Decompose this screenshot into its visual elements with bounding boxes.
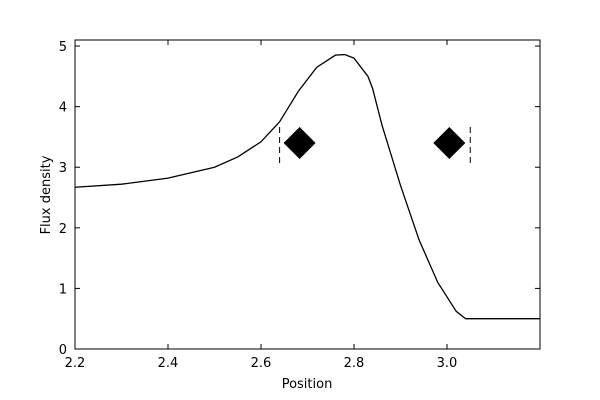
y-tick-label: 1 — [59, 282, 67, 297]
diamond-marker — [283, 127, 316, 159]
y-tick-label: 0 — [59, 343, 67, 358]
x-tick-label: 3.0 — [437, 356, 458, 371]
x-axis-label: Position — [282, 377, 333, 392]
y-tick-label: 5 — [59, 40, 67, 55]
diamond-marker — [433, 127, 466, 159]
y-tick-label: 2 — [59, 222, 67, 237]
x-tick-label: 2.4 — [158, 356, 179, 371]
line — [74, 53, 540, 320]
y-tick-label: 4 — [59, 101, 67, 116]
x-tick-label: 2.6 — [251, 356, 272, 371]
plot-frame — [74, 39, 541, 350]
y-tick-label: 3 — [59, 161, 67, 176]
x-tick-label: 2.2 — [65, 356, 86, 371]
x-tick-label: 2.8 — [344, 356, 365, 371]
y-axis-label: Flux density — [39, 155, 54, 234]
